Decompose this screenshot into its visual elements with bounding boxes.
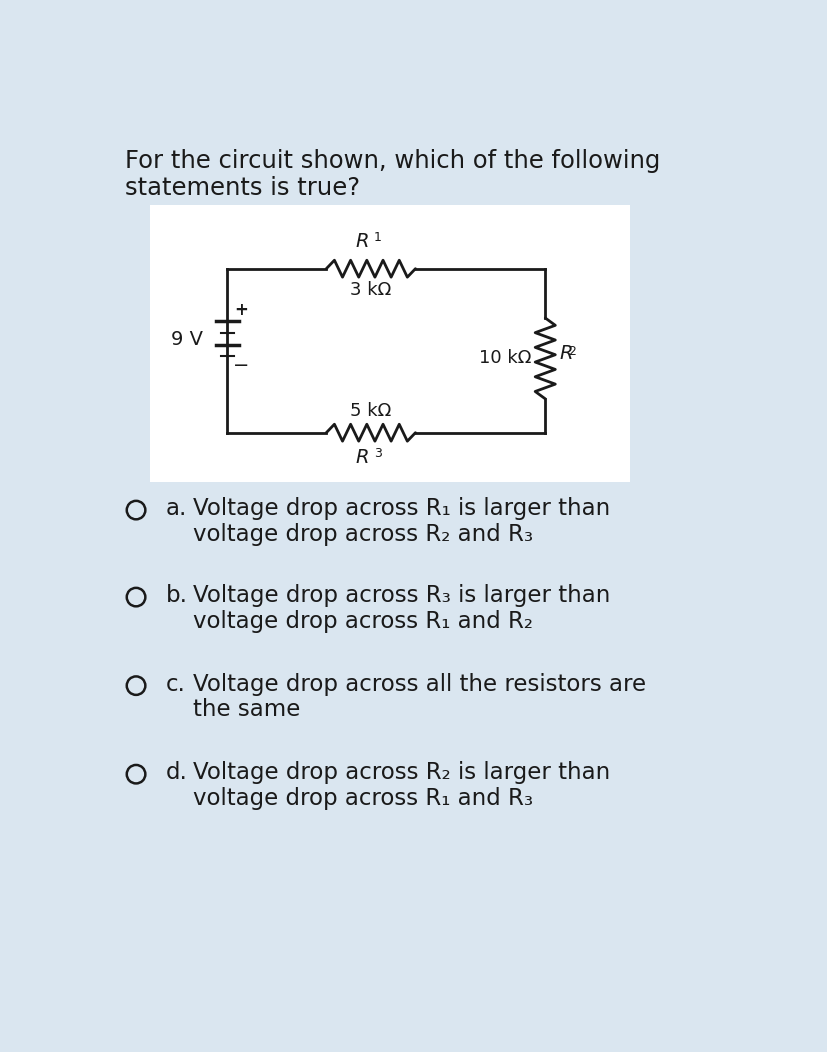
Text: 9 V: 9 V	[171, 329, 203, 348]
Text: +: +	[234, 301, 248, 319]
Text: the same: the same	[193, 699, 299, 722]
Text: d.: d.	[165, 762, 187, 785]
Text: 10 kΩ: 10 kΩ	[478, 349, 531, 367]
Text: 3: 3	[374, 447, 381, 460]
Text: b.: b.	[165, 585, 187, 607]
Text: R: R	[558, 344, 572, 363]
Text: Voltage drop across R₃ is larger than: Voltage drop across R₃ is larger than	[193, 585, 609, 607]
Text: voltage drop across R₁ and R₃: voltage drop across R₁ and R₃	[193, 787, 532, 810]
Text: Voltage drop across R₁ is larger than: Voltage drop across R₁ is larger than	[193, 498, 609, 521]
Text: R: R	[356, 232, 369, 251]
Text: 3 kΩ: 3 kΩ	[350, 281, 391, 299]
Text: R: R	[356, 448, 369, 467]
Text: Voltage drop across all the resistors are: Voltage drop across all the resistors ar…	[193, 673, 645, 696]
Bar	[150, 205, 629, 482]
Text: For the circuit shown, which of the following: For the circuit shown, which of the foll…	[125, 149, 660, 174]
Text: voltage drop across R₂ and R₃: voltage drop across R₂ and R₃	[193, 523, 532, 546]
Text: Voltage drop across R₂ is larger than: Voltage drop across R₂ is larger than	[193, 762, 609, 785]
Text: 5 kΩ: 5 kΩ	[350, 402, 391, 420]
Text: voltage drop across R₁ and R₂: voltage drop across R₁ and R₂	[193, 610, 532, 633]
Text: −: −	[233, 356, 249, 375]
Text: 1: 1	[374, 231, 381, 244]
Text: a.: a.	[165, 498, 187, 521]
Text: c.: c.	[165, 673, 185, 696]
Text: statements is true?: statements is true?	[125, 177, 360, 200]
Text: 2: 2	[568, 345, 576, 359]
